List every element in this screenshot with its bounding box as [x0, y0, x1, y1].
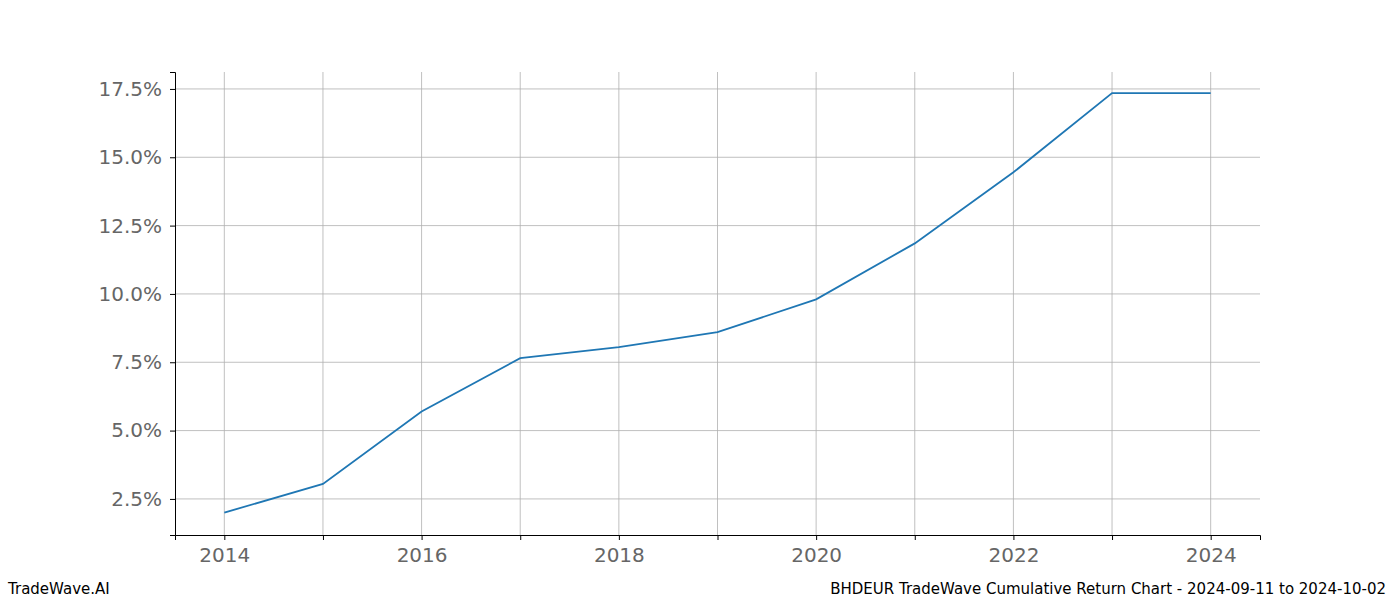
grid-line — [1210, 72, 1211, 535]
tick-label: 2018 — [594, 543, 645, 567]
tick — [520, 535, 521, 540]
tick-label: 7.5% — [111, 350, 162, 374]
tick-mark — [816, 535, 817, 540]
tick-label: 2016 — [397, 543, 448, 567]
grid-line — [618, 72, 619, 535]
tick-label: 17.5% — [98, 77, 162, 101]
tick-mark — [170, 431, 175, 432]
tick — [718, 535, 719, 540]
grid-line — [175, 293, 1260, 294]
tick-label: 15.0% — [98, 145, 162, 169]
grid-line — [914, 72, 915, 535]
y-axis: 2.5% 5.0% 7.5% 10.0% 12.5% 15.0% 17.5% — [98, 73, 175, 536]
tick: 2018 — [594, 535, 645, 567]
tick: 2020 — [791, 535, 842, 567]
tick-label: 12.5% — [98, 214, 162, 238]
tick-mark — [170, 294, 175, 295]
watermark: TradeWave.AI — [7, 580, 110, 598]
axis-line — [176, 536, 1261, 541]
grid-line — [1013, 72, 1014, 535]
grid-line — [816, 72, 817, 535]
tick: 5.0% — [111, 418, 175, 442]
tick-label: 2022 — [988, 543, 1039, 567]
tick-mark — [1013, 535, 1014, 540]
tick-mark — [224, 535, 225, 540]
tick-mark — [1112, 535, 1113, 540]
chart: 2014 2016 2018 2020 2022 2024 2.5% 5.0% 7.5% 10.0… — [0, 0, 1400, 600]
tick-mark — [915, 535, 916, 540]
tick-mark — [170, 89, 175, 90]
tick: 17.5% — [98, 77, 175, 101]
grid-line — [1112, 72, 1113, 535]
tick-label: 2.5% — [111, 487, 162, 511]
tick-label: 2024 — [1186, 543, 1237, 567]
grid-line — [421, 72, 422, 535]
grid-line — [520, 72, 521, 535]
tick: 2022 — [988, 535, 1039, 567]
tick-mark — [1211, 535, 1212, 540]
tick: 15.0% — [98, 145, 175, 169]
grid-line — [175, 88, 1260, 89]
tick-label: 2014 — [199, 543, 250, 567]
tick-label: 10.0% — [98, 282, 162, 306]
tick: 2.5% — [111, 487, 175, 511]
axis-line — [170, 73, 176, 536]
tick: 10.0% — [98, 282, 175, 306]
tick-mark — [520, 535, 521, 540]
x-axis: 2014 2016 2018 2020 2022 2024 — [176, 535, 1261, 567]
tick-mark — [718, 535, 719, 540]
tick-mark — [170, 499, 175, 500]
line — [224, 93, 1210, 513]
tick-mark — [170, 157, 175, 158]
tick-mark — [619, 535, 620, 540]
tick-label: 2020 — [791, 543, 842, 567]
grid-line — [175, 157, 1260, 158]
grid-line — [175, 430, 1260, 431]
tick-mark — [170, 226, 175, 227]
tick-label: 5.0% — [111, 418, 162, 442]
tick-mark — [422, 535, 423, 540]
tick: 7.5% — [111, 350, 175, 374]
grid-line — [322, 72, 323, 535]
grid-line — [175, 225, 1260, 226]
grid-line — [175, 362, 1260, 363]
grid-line — [224, 72, 225, 535]
tick: 2014 — [199, 535, 250, 567]
title: BHDEUR TradeWave Cumulative Return Chart… — [830, 580, 1386, 598]
tick — [323, 535, 324, 540]
grid — [175, 72, 1260, 535]
tick: 2024 — [1186, 535, 1237, 567]
tick: 12.5% — [98, 214, 175, 238]
tick — [1112, 535, 1113, 540]
tick-mark — [170, 362, 175, 363]
tick-mark — [323, 535, 324, 540]
grid-line — [175, 498, 1260, 499]
grid-line — [717, 72, 718, 535]
tick: 2016 — [397, 535, 448, 567]
plot-area — [224, 93, 1210, 513]
tick — [915, 535, 916, 540]
